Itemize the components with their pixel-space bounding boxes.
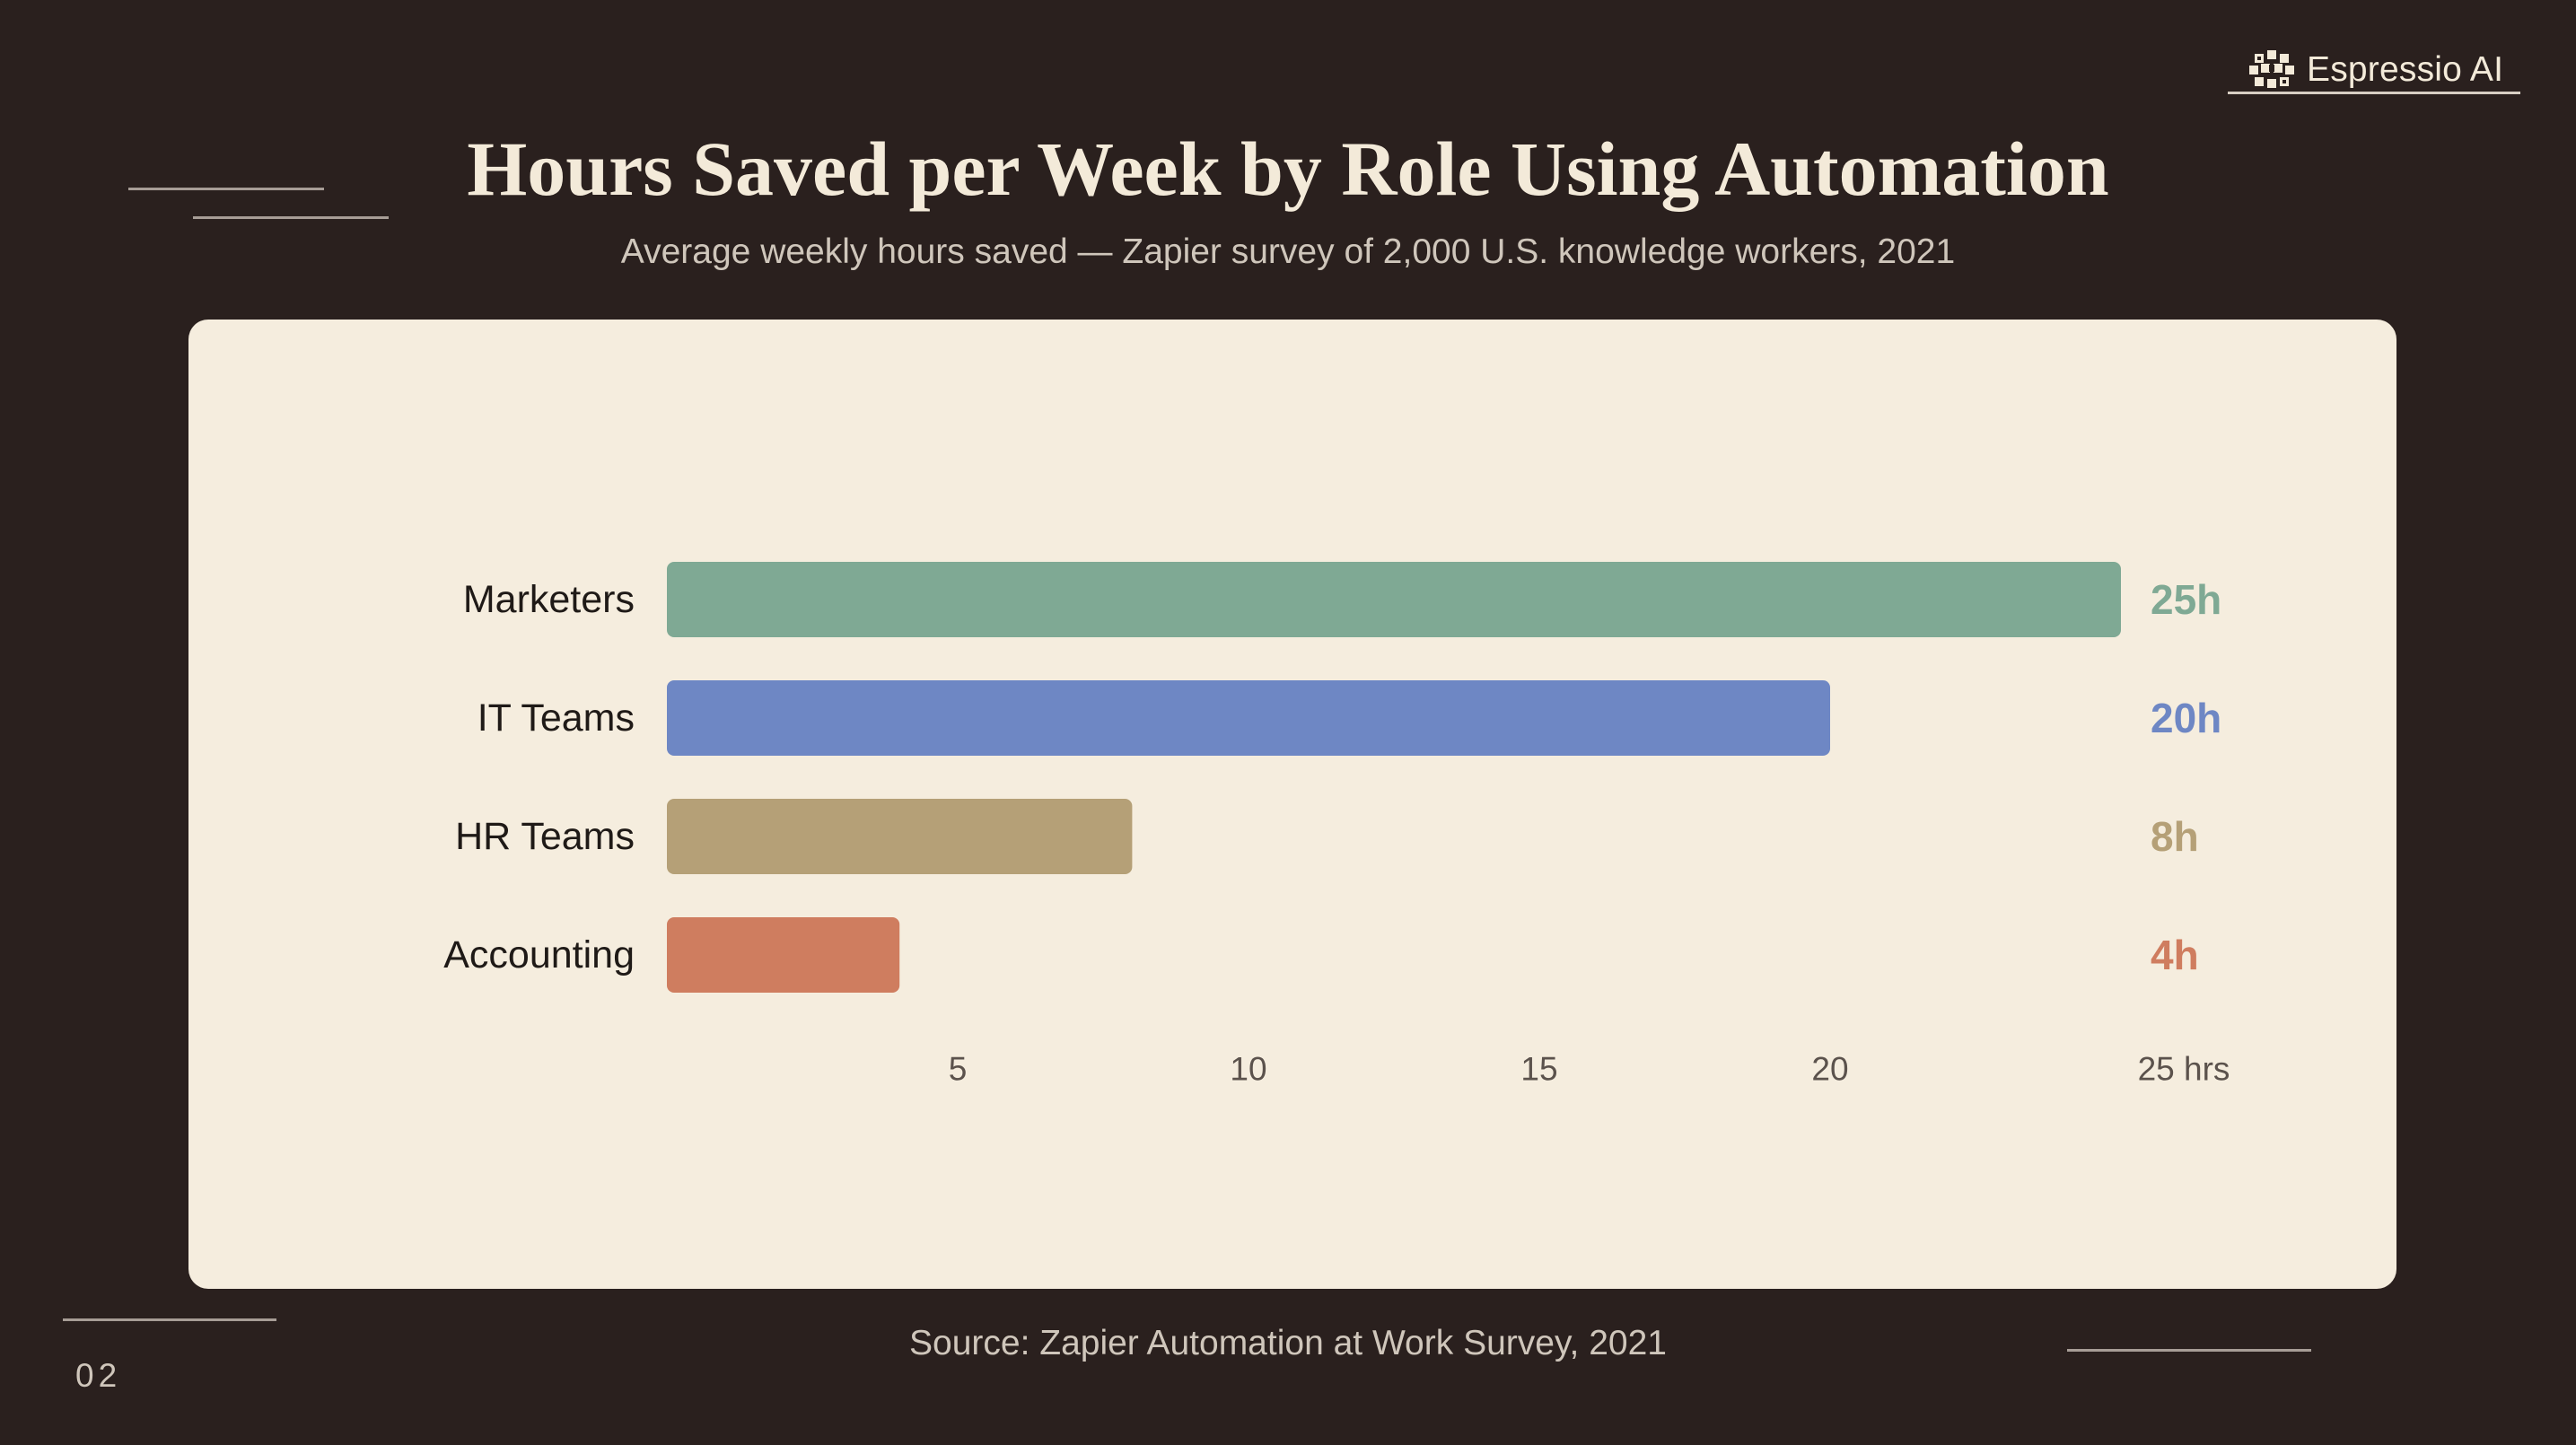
bar-chart: Marketers 25h IT Teams 20h HR Teams 8h Account…: [443, 562, 2230, 1088]
bar-accounting: [667, 917, 900, 993]
decorative-line: [63, 1318, 276, 1321]
x-tick-label: 15: [1520, 1051, 1557, 1088]
source-note: Source: Zapier Automation at Work Survey…: [909, 1324, 1667, 1362]
value-label: 25h: [2151, 576, 2221, 623]
decorative-line: [2067, 1349, 2311, 1352]
page-title: Hours Saved per Week by Role Using Autom…: [467, 126, 2109, 212]
bar-hr-teams: [667, 799, 1133, 874]
x-tick-label: 20: [1811, 1051, 1848, 1088]
x-tick-label: 5: [949, 1051, 968, 1088]
category-label: HR Teams: [455, 815, 635, 858]
decorative-line: [128, 188, 324, 190]
value-label: 20h: [2151, 695, 2221, 741]
x-tick-label: 25 hrs: [2138, 1051, 2230, 1088]
bar-it-teams: [667, 680, 1830, 756]
chart-panel: Marketers 25h IT Teams 20h HR Teams 8h Account…: [188, 320, 2396, 1289]
x-tick-label: 10: [1230, 1051, 1266, 1088]
page-subtitle: Average weekly hours saved — Zapier surv…: [620, 232, 1956, 271]
page-number: 02: [75, 1357, 122, 1394]
espressio-logo-icon: [2249, 50, 2294, 88]
value-label: 4h: [2151, 932, 2199, 978]
value-label: 8h: [2151, 813, 2199, 860]
category-label: Accounting: [443, 933, 635, 976]
category-label: IT Teams: [478, 696, 635, 740]
category-label: Marketers: [463, 578, 635, 621]
brand-name: Espressio AI: [2307, 50, 2504, 89]
brand-logo: Espressio AI: [2228, 48, 2520, 94]
decorative-line: [193, 216, 389, 219]
bar-marketers: [667, 562, 2121, 637]
